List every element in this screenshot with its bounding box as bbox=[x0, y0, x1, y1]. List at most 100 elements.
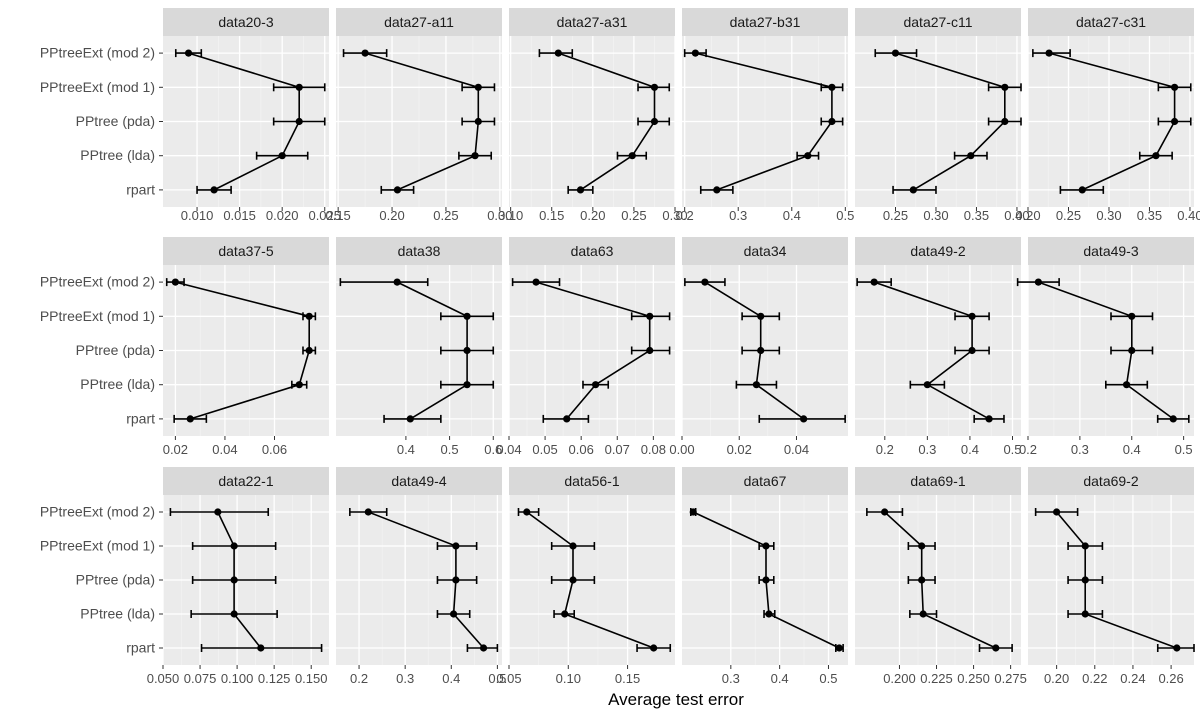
x-tick-label: 0.25 bbox=[883, 208, 908, 223]
x-tick-label: 0.20 bbox=[580, 208, 605, 223]
data-point bbox=[393, 278, 401, 286]
panel-title: data34 bbox=[744, 243, 787, 259]
data-point bbox=[985, 415, 993, 423]
panel-strip bbox=[509, 237, 675, 265]
x-tick-label: 0.06 bbox=[569, 442, 594, 457]
y-tick-label: PPtree (pda) bbox=[76, 342, 155, 358]
x-tick-label: 0.2 bbox=[676, 208, 694, 223]
x-tick-label: 0.40 bbox=[1004, 208, 1029, 223]
data-point bbox=[554, 49, 562, 57]
data-point bbox=[449, 610, 458, 618]
data-point bbox=[1053, 508, 1061, 516]
x-tick-label: 0.250 bbox=[957, 671, 990, 686]
data-point bbox=[171, 278, 179, 286]
x-tick-label: 0.15 bbox=[615, 671, 640, 686]
panel-title: data49-4 bbox=[391, 473, 446, 489]
x-tick-label: 0.15 bbox=[325, 208, 350, 223]
data-point bbox=[881, 508, 889, 516]
x-tick-label: 0.25 bbox=[1056, 208, 1081, 223]
data-point bbox=[406, 415, 414, 423]
y-tick-label: PPtree (pda) bbox=[76, 572, 155, 588]
data-point bbox=[532, 278, 540, 286]
x-tick-label: 0.3 bbox=[918, 442, 936, 457]
x-tick-label: 0.3 bbox=[729, 208, 747, 223]
data-point bbox=[361, 49, 369, 57]
x-tick-label: 0.20 bbox=[1015, 208, 1040, 223]
data-point bbox=[628, 152, 636, 160]
x-tick-label: 0.010 bbox=[181, 208, 214, 223]
x-tick-label: 0.08 bbox=[641, 442, 666, 457]
data-point bbox=[650, 83, 659, 91]
panel-title: data27-c31 bbox=[1076, 14, 1146, 30]
x-tick-label: 0.6 bbox=[484, 442, 502, 457]
x-tick-label: 0.050 bbox=[147, 671, 180, 686]
panel-strip bbox=[1028, 8, 1194, 36]
data-point bbox=[752, 381, 761, 389]
panel-title: data49-3 bbox=[1083, 243, 1138, 259]
y-tick-label: PPtree (pda) bbox=[76, 113, 155, 129]
x-tick-label: 0.5 bbox=[488, 671, 506, 686]
panel-title: data49-2 bbox=[910, 243, 965, 259]
x-tick-label: 0.10 bbox=[556, 671, 581, 686]
data-point bbox=[463, 381, 471, 389]
x-tick-label: 0.05 bbox=[532, 442, 557, 457]
data-point bbox=[1170, 117, 1179, 126]
data-point bbox=[919, 610, 927, 618]
data-point bbox=[646, 312, 654, 320]
y-tick-label: rpart bbox=[126, 640, 155, 656]
panel-strip bbox=[336, 467, 502, 495]
x-tick-label: 0.40 bbox=[1177, 208, 1200, 223]
panel-title: data38 bbox=[398, 243, 441, 259]
x-tick-label: 0.2 bbox=[1019, 442, 1037, 457]
data-point bbox=[828, 83, 836, 91]
data-point bbox=[592, 381, 600, 389]
data-point bbox=[295, 83, 303, 91]
x-tick-label: 0.4 bbox=[783, 208, 801, 223]
x-tick-label: 0.02 bbox=[163, 442, 188, 457]
data-point bbox=[471, 152, 479, 160]
x-tick-label: 0.4 bbox=[1123, 442, 1141, 457]
x-tick-label: 0.30 bbox=[662, 208, 687, 223]
panel-strip bbox=[336, 8, 502, 36]
x-tick-label: 0.4 bbox=[442, 671, 460, 686]
x-tick-label: 0.30 bbox=[487, 208, 512, 223]
x-tick-label: 0.3 bbox=[396, 671, 414, 686]
data-point bbox=[1001, 117, 1009, 126]
x-tick-label: 0.075 bbox=[184, 671, 217, 686]
x-tick-label: 0.5 bbox=[819, 671, 837, 686]
data-point bbox=[992, 644, 1000, 652]
y-tick-label: PPtreeExt (mod 2) bbox=[40, 45, 155, 61]
x-axis-title: Average test error bbox=[608, 690, 744, 709]
x-tick-label: 0.3 bbox=[722, 671, 740, 686]
panel-strip bbox=[855, 237, 1021, 265]
data-point bbox=[650, 644, 658, 652]
y-tick-label: rpart bbox=[126, 410, 155, 426]
data-point bbox=[452, 576, 460, 584]
y-tick-label: PPtreeExt (mod 2) bbox=[40, 274, 155, 290]
x-tick-label: 0.200 bbox=[883, 671, 916, 686]
data-point bbox=[835, 644, 843, 652]
data-point bbox=[393, 186, 402, 194]
x-tick-label: 0.5 bbox=[1175, 442, 1193, 457]
data-point bbox=[967, 152, 975, 160]
data-point bbox=[1152, 152, 1160, 160]
data-point bbox=[870, 278, 878, 286]
data-point bbox=[474, 117, 482, 126]
data-point bbox=[1078, 186, 1086, 194]
data-point bbox=[701, 278, 709, 286]
data-point bbox=[757, 346, 765, 355]
panel-title: data69-1 bbox=[910, 473, 965, 489]
data-point bbox=[214, 508, 222, 516]
panel-strip bbox=[509, 467, 675, 495]
y-tick-label: PPtreeExt (mod 1) bbox=[40, 79, 155, 95]
data-point bbox=[561, 610, 569, 618]
panel-title: data56-1 bbox=[564, 473, 619, 489]
panel-strip bbox=[682, 8, 848, 36]
data-point bbox=[474, 83, 482, 91]
panel-strip bbox=[509, 8, 675, 36]
x-tick-label: 0.150 bbox=[295, 671, 328, 686]
data-point bbox=[762, 542, 770, 550]
x-tick-label: 0.07 bbox=[605, 442, 630, 457]
x-tick-label: 0.26 bbox=[1158, 671, 1183, 686]
x-tick-label: 0.35 bbox=[1137, 208, 1162, 223]
